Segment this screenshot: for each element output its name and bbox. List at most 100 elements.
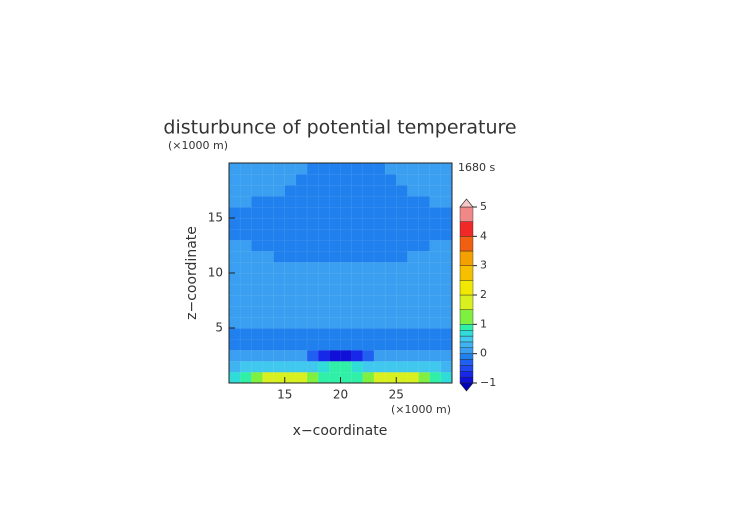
contour-cell: [329, 162, 342, 175]
contour-cell: [239, 316, 252, 329]
contour-cell: [317, 250, 330, 263]
contour-cell: [317, 294, 330, 307]
contour-cell: [239, 338, 252, 351]
colorbar-tick-label: 4: [480, 229, 487, 242]
contour-cell: [306, 162, 319, 175]
contour-cell: [440, 239, 453, 252]
contour-cell: [384, 327, 397, 340]
contour-cell: [239, 360, 252, 373]
contour-cell: [373, 228, 386, 241]
contour-cell: [239, 228, 252, 241]
contour-cell: [384, 305, 397, 318]
contour-cell: [306, 338, 319, 351]
contour-cell: [373, 162, 386, 175]
contour-cell: [273, 162, 286, 175]
contour-cell: [306, 371, 319, 384]
contour-cell: [273, 239, 286, 252]
contour-cell: [373, 338, 386, 351]
contour-cell: [351, 305, 364, 318]
contour-cell: [251, 250, 264, 263]
contour-cell: [273, 250, 286, 263]
contour-cell: [429, 338, 442, 351]
y-tick-label: 10: [208, 266, 223, 280]
colorbar-tick-label: 2: [480, 288, 487, 301]
contour-cell: [384, 173, 397, 186]
contour-cell: [384, 239, 397, 252]
contour-cell: [306, 261, 319, 274]
contour-cell: [228, 305, 241, 318]
contour-cell: [407, 162, 420, 175]
contour-cell: [373, 316, 386, 329]
contour-cell: [351, 294, 364, 307]
contour-cell: [262, 272, 275, 285]
contour-cell: [429, 272, 442, 285]
contour-cell: [373, 272, 386, 285]
contour-cell: [418, 294, 431, 307]
contour-cell: [228, 338, 241, 351]
contour-cell: [351, 217, 364, 230]
contour-cell: [407, 239, 420, 252]
contour-cell: [262, 206, 275, 219]
contour-cell: [429, 360, 442, 373]
contour-cell: [228, 261, 241, 274]
contour-cell: [407, 349, 420, 362]
contour-cell: [440, 250, 453, 263]
contour-cell: [273, 283, 286, 296]
contour-cell: [429, 184, 442, 197]
contour-cell: [284, 349, 297, 362]
contour-cell: [295, 239, 308, 252]
contour-cell: [228, 294, 241, 307]
colorbar-segment: [459, 359, 474, 366]
contour-cell: [418, 228, 431, 241]
contour-cell: [429, 316, 442, 329]
colorbar-segment: [459, 280, 474, 296]
contour-cell: [384, 360, 397, 373]
contour-cell: [373, 239, 386, 252]
contour-cell: [251, 305, 264, 318]
contour-cell: [306, 217, 319, 230]
y-axis-label: z−coordinate: [184, 226, 200, 320]
contour-cell: [418, 261, 431, 274]
contour-cell: [351, 349, 364, 362]
colorbar-segment: [459, 309, 474, 325]
contour-cell: [340, 272, 353, 285]
contour-cell: [239, 217, 252, 230]
contour-cell: [418, 162, 431, 175]
contour-cell: [306, 272, 319, 285]
contour-cell: [228, 349, 241, 362]
contour-cell: [384, 371, 397, 384]
contour-cell: [329, 184, 342, 197]
contour-cell: [239, 162, 252, 175]
contour-cell: [306, 349, 319, 362]
colorbar-over: [459, 198, 474, 208]
contour-cell: [373, 283, 386, 296]
contour-cell: [340, 239, 353, 252]
contour-cell: [262, 305, 275, 318]
contour-cell: [396, 327, 408, 340]
x-axis-label: x−coordinate: [293, 423, 388, 439]
y-tick-label: 5: [215, 321, 223, 335]
contour-cell: [373, 206, 386, 219]
contour-cell: [228, 184, 241, 197]
contour-cell: [228, 228, 241, 241]
contour-cell: [407, 316, 420, 329]
contour-cell: [362, 206, 375, 219]
contour-cell: [239, 261, 252, 274]
colorbar-tick-label: −1: [480, 376, 496, 389]
time-label: 1680 s: [458, 161, 495, 174]
x-tick-label: 25: [389, 388, 404, 402]
contour-cell: [407, 294, 420, 307]
contour-cell: [284, 228, 297, 241]
contour-cell: [340, 217, 353, 230]
contour-cell: [373, 217, 386, 230]
contour-cell: [295, 173, 308, 186]
contour-cell: [418, 327, 431, 340]
contour-cell: [329, 261, 342, 274]
contour-cell: [329, 228, 342, 241]
contour-cell: [284, 283, 297, 296]
contour-cell: [440, 272, 453, 285]
contour-cell: [384, 228, 397, 241]
contour-cell: [273, 327, 286, 340]
contour-cell: [429, 283, 442, 296]
contour-cell: [262, 283, 275, 296]
